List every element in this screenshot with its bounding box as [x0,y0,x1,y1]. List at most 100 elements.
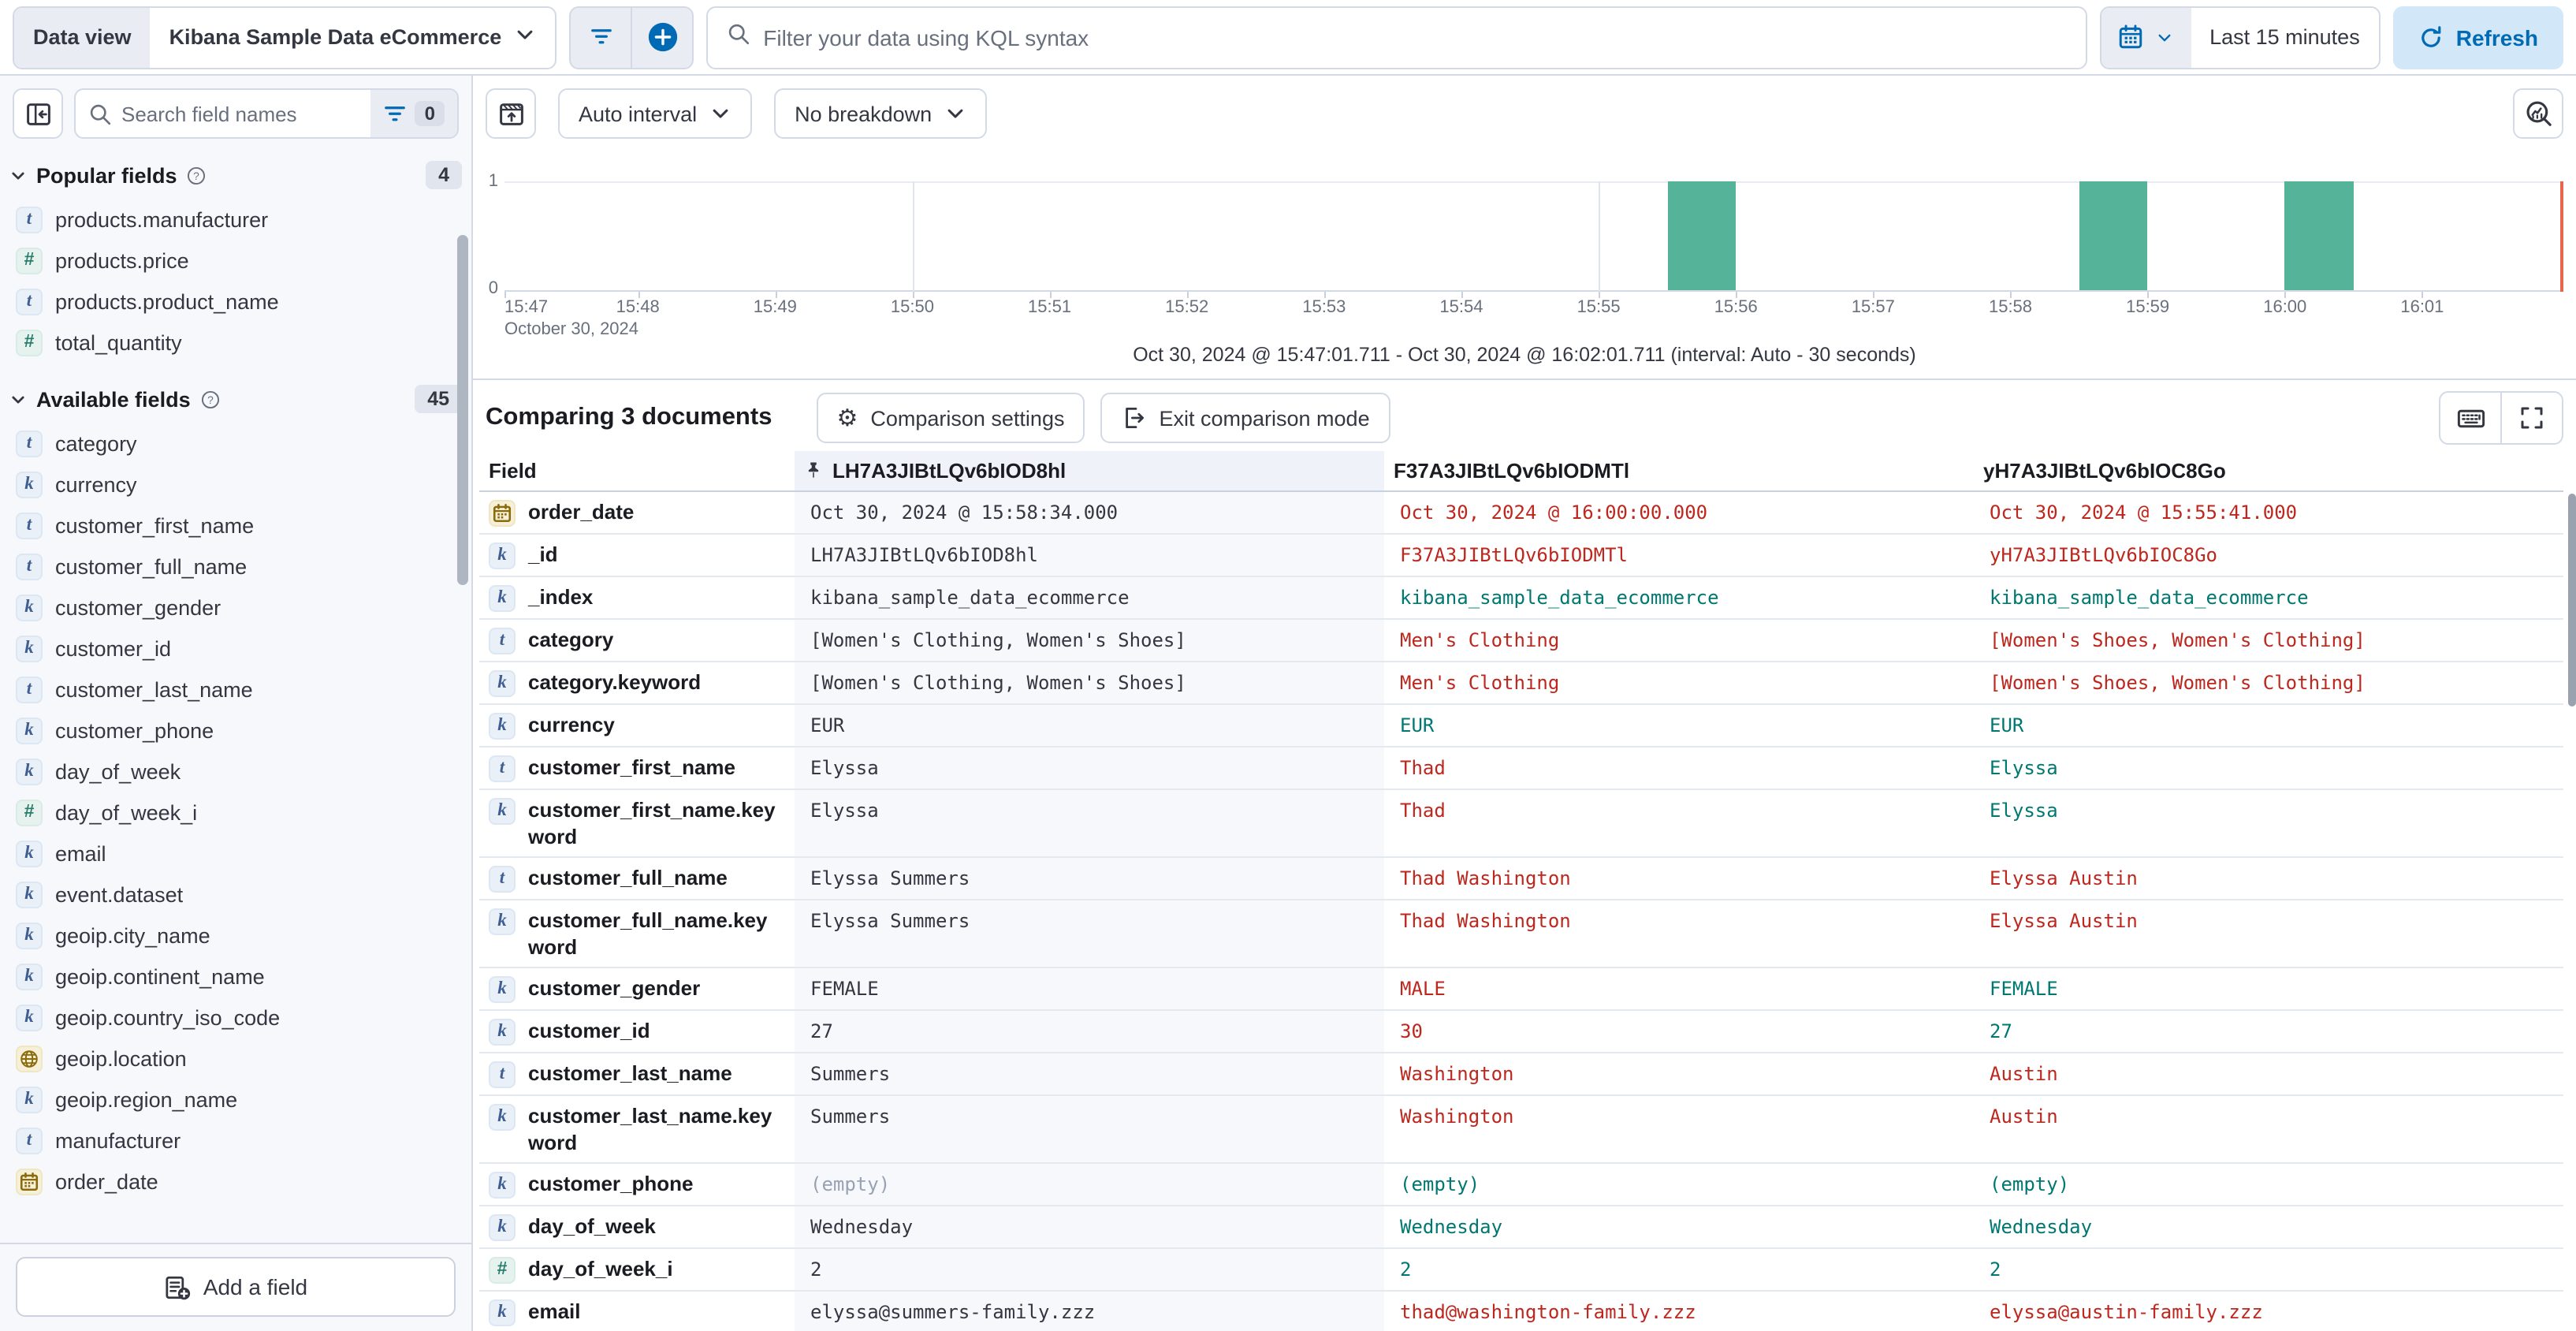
field-type-badge: t [489,865,516,892]
section-title: Available fields [36,387,191,411]
add-field-button[interactable]: Add a field [16,1257,456,1317]
sidebar-field-item[interactable]: # products.price [0,240,471,281]
field-name-cell: k customer_gender [479,968,795,1009]
sidebar-field-item[interactable]: order_date [0,1161,471,1202]
sidebar-field-item[interactable]: t products.product_name [0,281,471,322]
field-search-input[interactable] [121,102,359,125]
sidebar-field-item[interactable]: k customer_gender [0,587,471,628]
help-icon: ? [200,389,221,409]
x-axis-tick-label: 15:57 [1851,298,1895,317]
data-view-value[interactable]: Kibana Sample Data eCommerce [151,7,556,67]
sidebar-field-item[interactable]: k currency [0,464,471,505]
doc-value-cell: Men's Clothing [1400,629,1560,651]
doc-column-header: yH7A3JIBtLQv6bIOC8Go [1974,451,2563,490]
sidebar-field-item[interactable]: k geoip.continent_name [0,956,471,997]
doc-value-cell: 2 [1400,1258,1412,1281]
field-name: customer_first_name [528,755,735,779]
keyboard-icon [2455,403,2485,433]
sidebar-field-item[interactable]: k geoip.region_name [0,1079,471,1120]
doc-value-cell: (empty) [1400,1173,1480,1195]
fullscreen-button[interactable] [2502,393,2562,443]
chevron-down-icon[interactable] [9,390,27,408]
svg-text:?: ? [194,169,200,181]
field-type-badge: k [489,542,516,569]
base-doc-value-cell: EUR [795,705,1384,746]
collapse-sidebar-button[interactable] [13,88,63,139]
data-view-label: Data view [14,7,151,67]
sidebar-field-item[interactable]: k geoip.country_iso_code [0,997,471,1038]
doc-id: yH7A3JIBtLQv6bIOC8Go [1983,459,2226,483]
search-icon [727,21,750,53]
add-filter-icon[interactable] [571,7,631,67]
kql-search-bar[interactable] [706,6,2087,69]
comparison-settings-button[interactable]: ⚙ Comparison settings [816,393,1085,443]
chevron-down-icon[interactable] [9,166,27,184]
x-axis-tickmark [912,292,914,298]
field-type-badge: # [16,799,43,826]
sidebar-field-item[interactable]: t customer_full_name [0,546,471,587]
field-type-badge: k [489,797,516,824]
hide-chart-button[interactable] [486,88,536,139]
sidebar-field-item[interactable]: k customer_id [0,628,471,669]
histogram-bar[interactable] [2079,181,2148,290]
field-name: customer_id [55,636,172,660]
svg-text:?: ? [207,393,214,405]
field-name-cell: k currency [479,705,795,746]
field-name: products.price [55,248,189,272]
refresh-button[interactable]: Refresh [2392,6,2563,69]
table-row: k currency EUR EUR EUR [479,705,2563,748]
doc-value-cell: Men's Clothing [1400,672,1560,694]
sidebar-field-item[interactable]: # total_quantity [0,322,471,363]
sidebar-field-item[interactable]: k customer_phone [0,710,471,751]
base-doc-value-cell: [Women's Clothing, Women's Shoes] [795,620,1384,661]
pin-icon[interactable] [804,460,823,481]
field-name-cell: k _id [479,535,795,576]
sidebar-field-item[interactable]: t category [0,423,471,464]
chart-time-range-subtitle: Oct 30, 2024 @ 15:47:01.711 - Oct 30, 20… [1133,344,1916,366]
sidebar-field-item[interactable]: # day_of_week_i [0,792,471,833]
sidebar-field-item[interactable]: k email [0,833,471,874]
field-name: category [528,628,614,651]
field-type-badge: k [16,922,43,949]
sidebar-field-item[interactable]: geoip.location [0,1038,471,1079]
sidebar-field-item[interactable]: k geoip.city_name [0,915,471,956]
field-name: day_of_week [528,1214,656,1238]
field-section-header[interactable]: Available fields? 45 [0,363,471,423]
field-name: _index [528,585,594,609]
field-section-header[interactable]: Popular fields? 4 [0,139,471,199]
sidebar-field-item[interactable]: k day_of_week [0,751,471,792]
exit-comparison-button[interactable]: Exit comparison mode [1100,393,1390,443]
sidebar-field-item[interactable]: t products.manufacturer [0,199,471,240]
histogram-bar[interactable] [1667,181,1737,290]
sidebar-field-item[interactable]: t customer_first_name [0,505,471,546]
date-picker-quick-menu[interactable] [2101,7,2191,67]
histogram-bar[interactable] [2284,181,2354,290]
sidebar-field-item[interactable]: t customer_last_name [0,669,471,710]
field-type-badge: # [489,1256,516,1283]
x-axis-tickmark [1736,292,1738,298]
base-doc-value-cell: Elyssa [795,790,1384,856]
doc-value-cell: F37A3JIBtLQv6bIODMTl [1400,544,1628,566]
plus-circle-icon[interactable] [632,7,692,67]
kql-search-input[interactable] [763,24,2067,50]
data-view-picker[interactable]: Data view Kibana Sample Data eCommerce [13,6,557,69]
table-scrollbar[interactable] [2568,494,2576,707]
x-axis-tickmark [504,292,506,298]
field-name: _id [528,542,558,566]
base-doc-value-cell: Summers [795,1053,1384,1094]
time-range-value[interactable]: Last 15 minutes [2209,25,2360,49]
breakdown-select[interactable]: No breakdown [774,88,988,139]
x-axis-tickmark [1599,292,1601,298]
refresh-icon [2418,24,2444,50]
interval-select[interactable]: Auto interval [558,88,753,139]
sidebar-scrollbar[interactable] [457,235,468,585]
keyboard-shortcuts-button[interactable] [2440,393,2500,443]
sidebar-field-item[interactable]: t manufacturer [0,1120,471,1161]
x-axis-tickmark [2010,292,2012,298]
field-filter-button[interactable]: 0 [370,90,457,137]
field-name-cell: t category [479,620,795,661]
explore-in-lens-button[interactable] [2513,88,2563,139]
field-name: geoip.country_iso_code [55,1005,281,1029]
sidebar-field-item[interactable]: k event.dataset [0,874,471,915]
